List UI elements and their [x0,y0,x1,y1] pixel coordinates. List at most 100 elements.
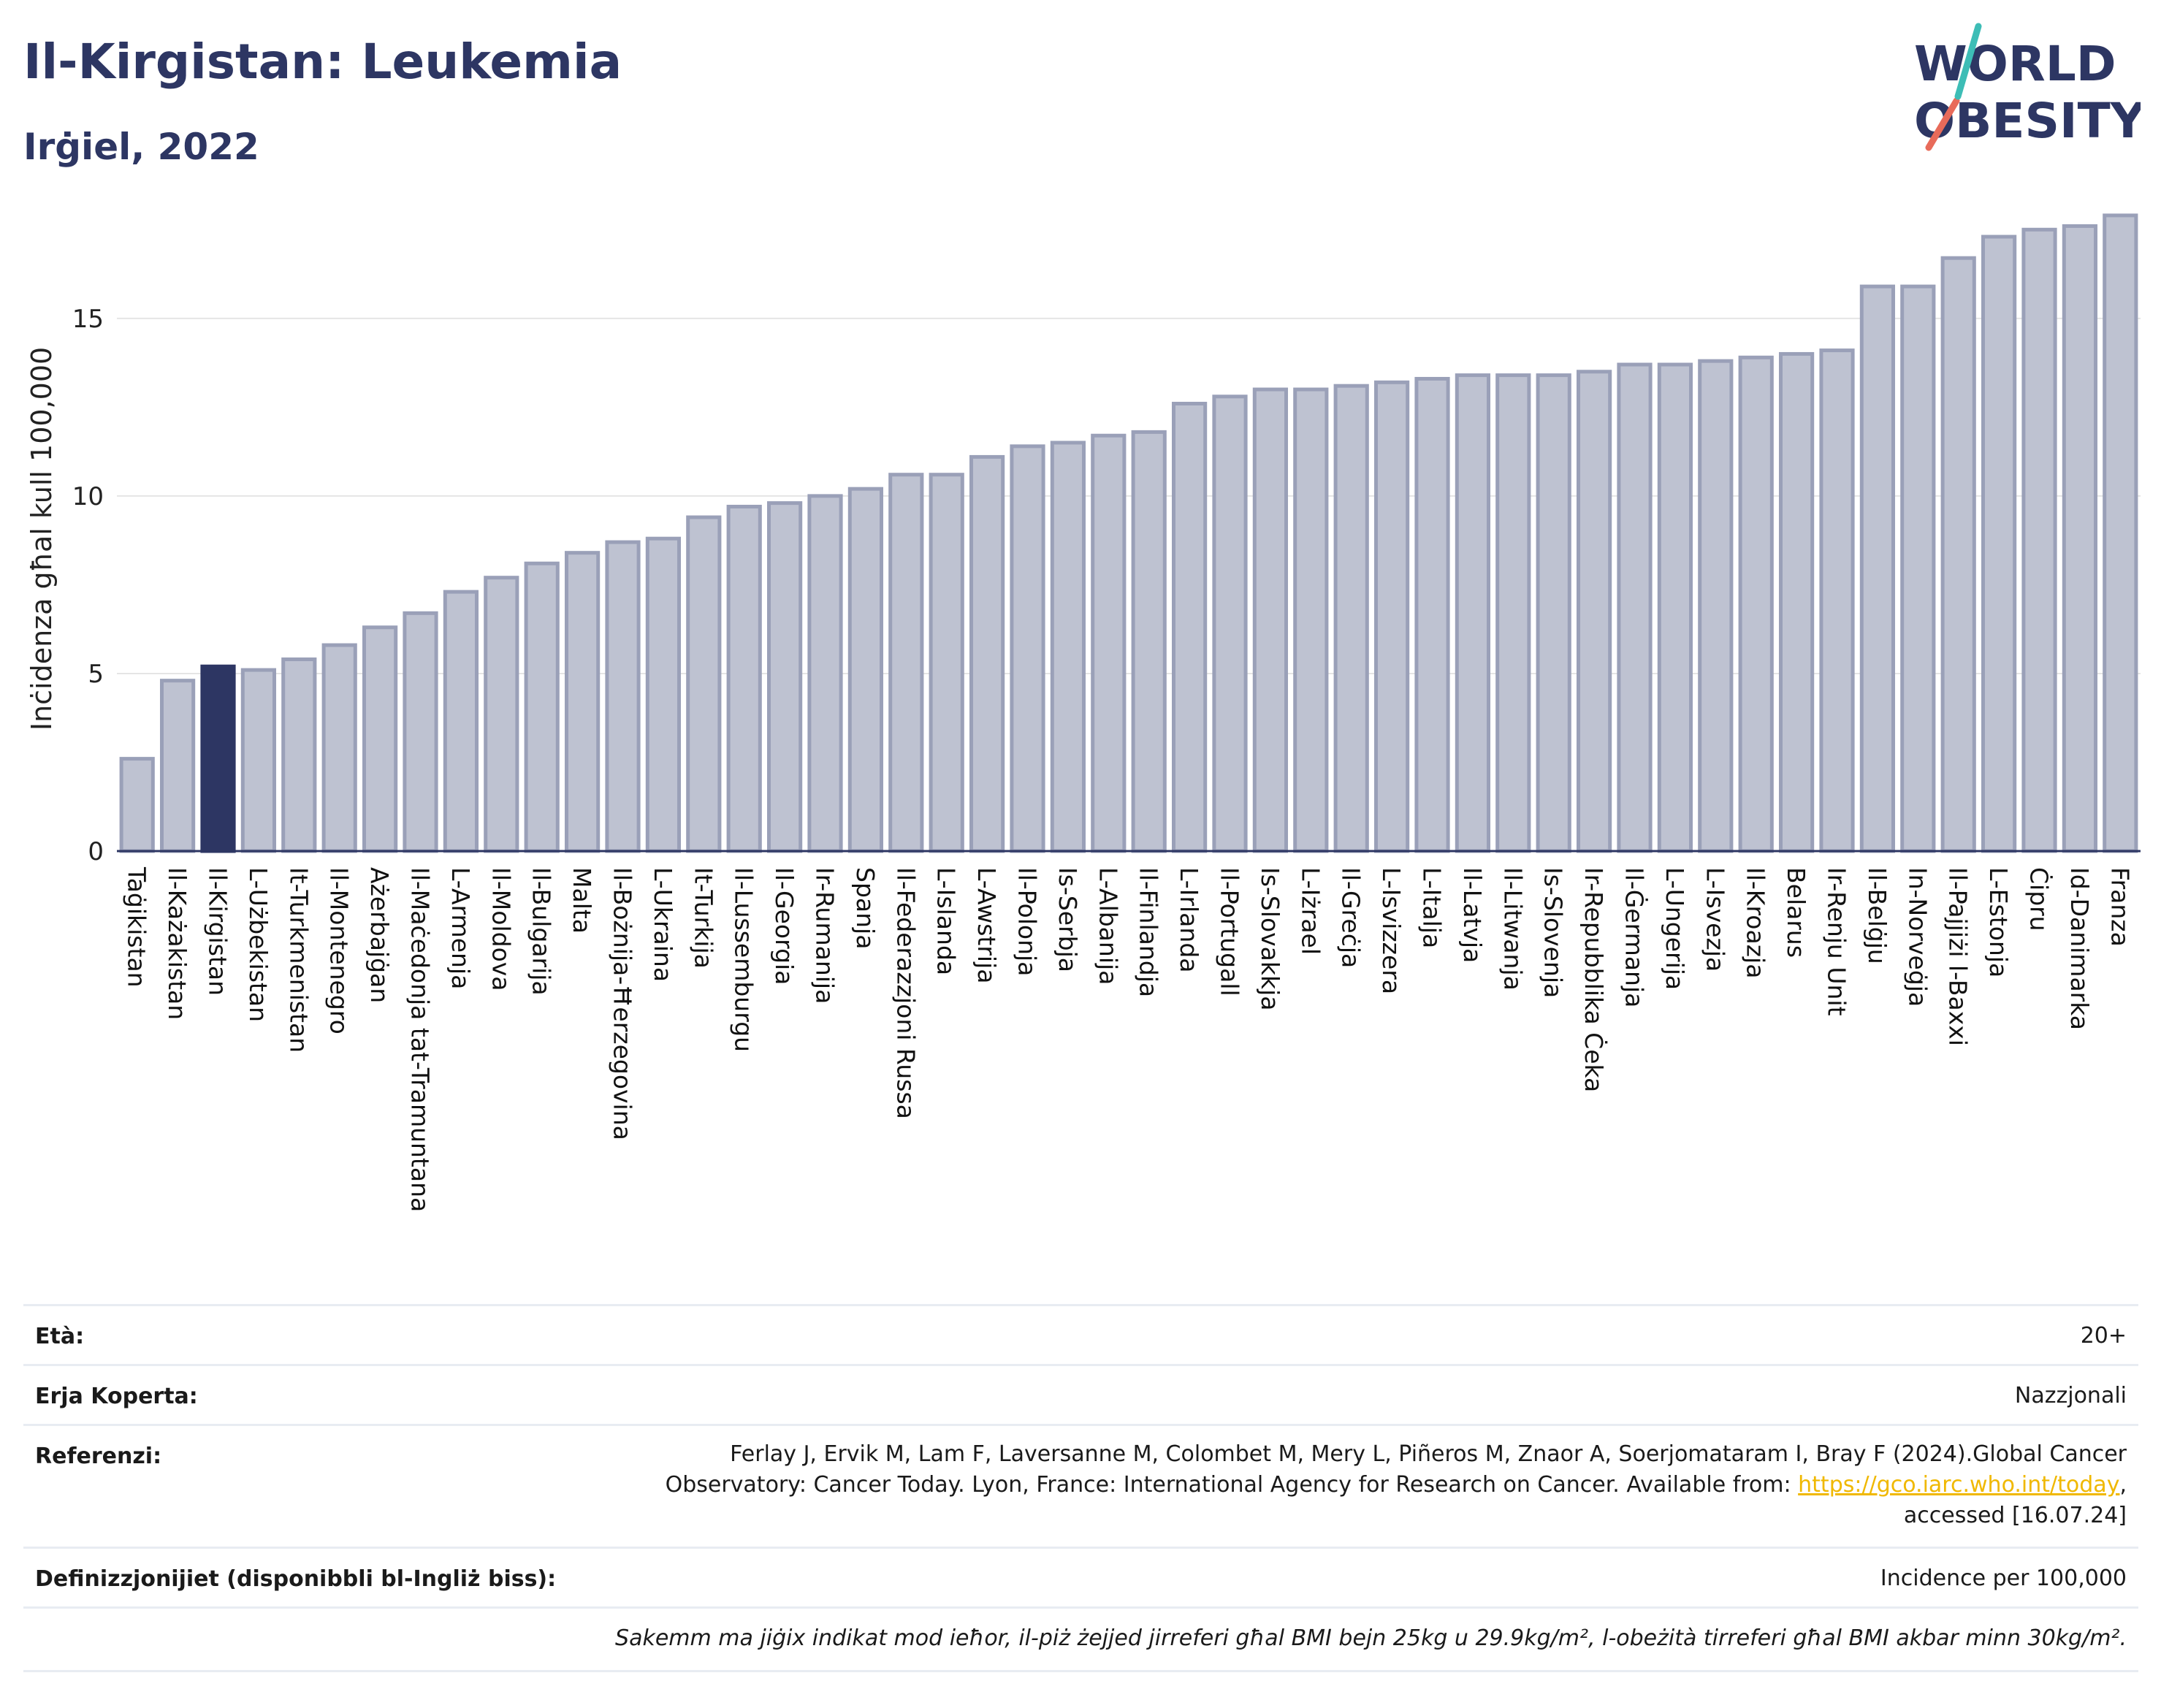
x-tick-label: Il-Każakistan [163,867,191,1020]
bar [240,668,277,853]
age-value: 20+ [2080,1323,2127,1349]
references-link[interactable]: https://gco.iarc.who.int/today [1798,1472,2120,1498]
references-line2: Observatory: Cancer Today. Lyon, France:… [446,1470,2127,1501]
y-tick-label: 15 [72,305,104,334]
x-tick-label: Il-Pajjiżi l-Baxxi [1944,867,1973,1046]
x-tick-label: Il-Georgia [770,867,799,985]
x-tick-label: L-Ungerija [1661,867,1689,990]
bar [1738,355,1774,853]
y-axis-label: Inċidenza għal kull 100,000 [26,347,58,731]
x-tick-label: Il-Bożnija-Ħerzegovina [609,867,637,1140]
bar [1010,444,1045,853]
bar [1091,433,1127,853]
bar [1293,387,1329,853]
x-tick-label: L-Awstrija [972,867,1001,983]
bar [200,664,236,853]
bar [1617,362,1653,853]
x-tick-label: Is-Slovenja [1539,867,1568,998]
x-tick-label: Il-Lussemburgu [730,867,758,1052]
x-tick-label: Belarus [1782,867,1810,958]
bar [807,494,843,853]
logo-slash-teal [1954,23,1982,100]
bar [929,473,964,853]
x-tick-label: Il-Montenegro [325,867,354,1034]
bar [1414,376,1450,853]
x-tick-label: Is-Serbja [1053,867,1082,972]
references-line1: Ferlay J, Ervik M, Lam F, Laversanne M, … [730,1441,2127,1467]
x-tick-label: Il-Belġju [1863,867,1891,964]
page-subtitle: Irġiel, 2022 [23,126,259,168]
bar [605,540,641,853]
bar [1657,362,1693,853]
x-tick-label: It-Turkija [689,867,717,969]
bar [1778,351,1815,853]
x-tick-label: Il-Federazzjoni Russa [891,867,920,1119]
info-row-age: Età: 20+ [23,1304,2138,1366]
logo-line1: WORLD [1914,36,2116,92]
bar [564,551,601,853]
x-tick-label: Ir-Rumanija [811,867,839,1004]
bar [1252,387,1289,853]
bar [686,515,722,853]
x-tick-label: Il-Kirgistan [204,867,232,996]
x-tick-label: L-Isvizzera [1377,867,1406,994]
bar [888,473,924,853]
x-tick-label: L-Albanija [1094,867,1122,985]
logo-line2: OBESITY [1914,93,2141,149]
x-tick-label: Ir-Repubblika Ċeka [1579,867,1609,1092]
x-tick-label: L-Iżrael [1296,867,1325,955]
bar [1212,394,1248,853]
x-tick-label: Ażerbajġan [365,867,394,1003]
x-tick-label: Il-Greċja [1337,867,1365,968]
x-tick-label: It-Turkmenistan [284,867,313,1053]
x-tick-label: L-Ukraina [649,867,677,982]
x-tick-label: L-Italja [1418,867,1447,948]
bar [1373,380,1410,853]
bar [1131,430,1167,853]
bar [1455,373,1491,853]
bar-chart: 0 5 10 15 Inċidenza għal kull 100,000 Taġikis… [26,213,2141,1212]
info-row-references: Referenzi: Ferlay J, Ervik M, Lam F, Lav… [23,1424,2138,1549]
x-tick-label: L-Isvezja [1701,867,1729,972]
definitions-label: Definizzjonijiet (disponibbli bl-Ingliż … [35,1566,557,1592]
bar [321,643,357,853]
references-line2-text: Observatory: Cancer Today. Lyon, France:… [665,1472,1799,1498]
bar [1819,348,1855,853]
x-tick-label: Il-Maċedonja tat-Tramuntana [406,867,435,1212]
x-tick-label: Il-Kroazja [1742,867,1770,978]
age-label: Età: [35,1324,85,1349]
x-tick-label: Il-Portugall [1216,867,1244,996]
logo-slash-red [1925,97,1960,151]
x-tick-label: L-Islanda [932,867,961,975]
x-tick-label: Is-Slovakkja [1256,867,1284,1011]
x-tick-label: L-Armenja [446,867,475,989]
x-tick-label: Il-Finlandja [1135,867,1163,997]
x-tick-label: Franza [2105,867,2134,947]
bar [847,487,884,853]
bar [1940,256,1976,853]
x-tick-label: Ir-Renju Unit [1823,867,1851,1016]
bar [1698,359,1734,853]
x-tick-label: Il-Ġermanja [1620,867,1650,1007]
x-tick-label: Il-Moldova [487,867,515,991]
bar [2021,227,2057,853]
y-tick-label: 0 [88,837,104,866]
x-tick-label: Taġikistan [123,866,151,988]
y-tick-label: 10 [72,482,104,511]
bar [1333,384,1369,853]
bmi-note: Sakemm ma jiġix indikat mod ieħor, il-pi… [615,1625,2127,1651]
x-tick-label: L-Użbekistan [244,867,272,1022]
x-tick-label: L-Estonja [1984,867,2013,977]
info-row-definitions: Definizzjonijiet (disponibbli bl-Ingliż … [23,1547,2138,1609]
bar [281,657,317,853]
x-tick-label: Malta [568,867,596,934]
x-tick-label: Id-Danimarka [2065,867,2094,1030]
coverage-value: Nazzjonali [2014,1383,2127,1408]
bar [362,625,398,853]
world-obesity-logo: WORLD OBESITY [1914,23,2141,151]
info-row-coverage: Erja Koperta: Nazzjonali [23,1364,2138,1426]
bar [159,679,196,853]
x-tick-label: Spanja [851,867,880,949]
references-line2-comma: , [2119,1472,2127,1498]
bar [1495,373,1531,853]
